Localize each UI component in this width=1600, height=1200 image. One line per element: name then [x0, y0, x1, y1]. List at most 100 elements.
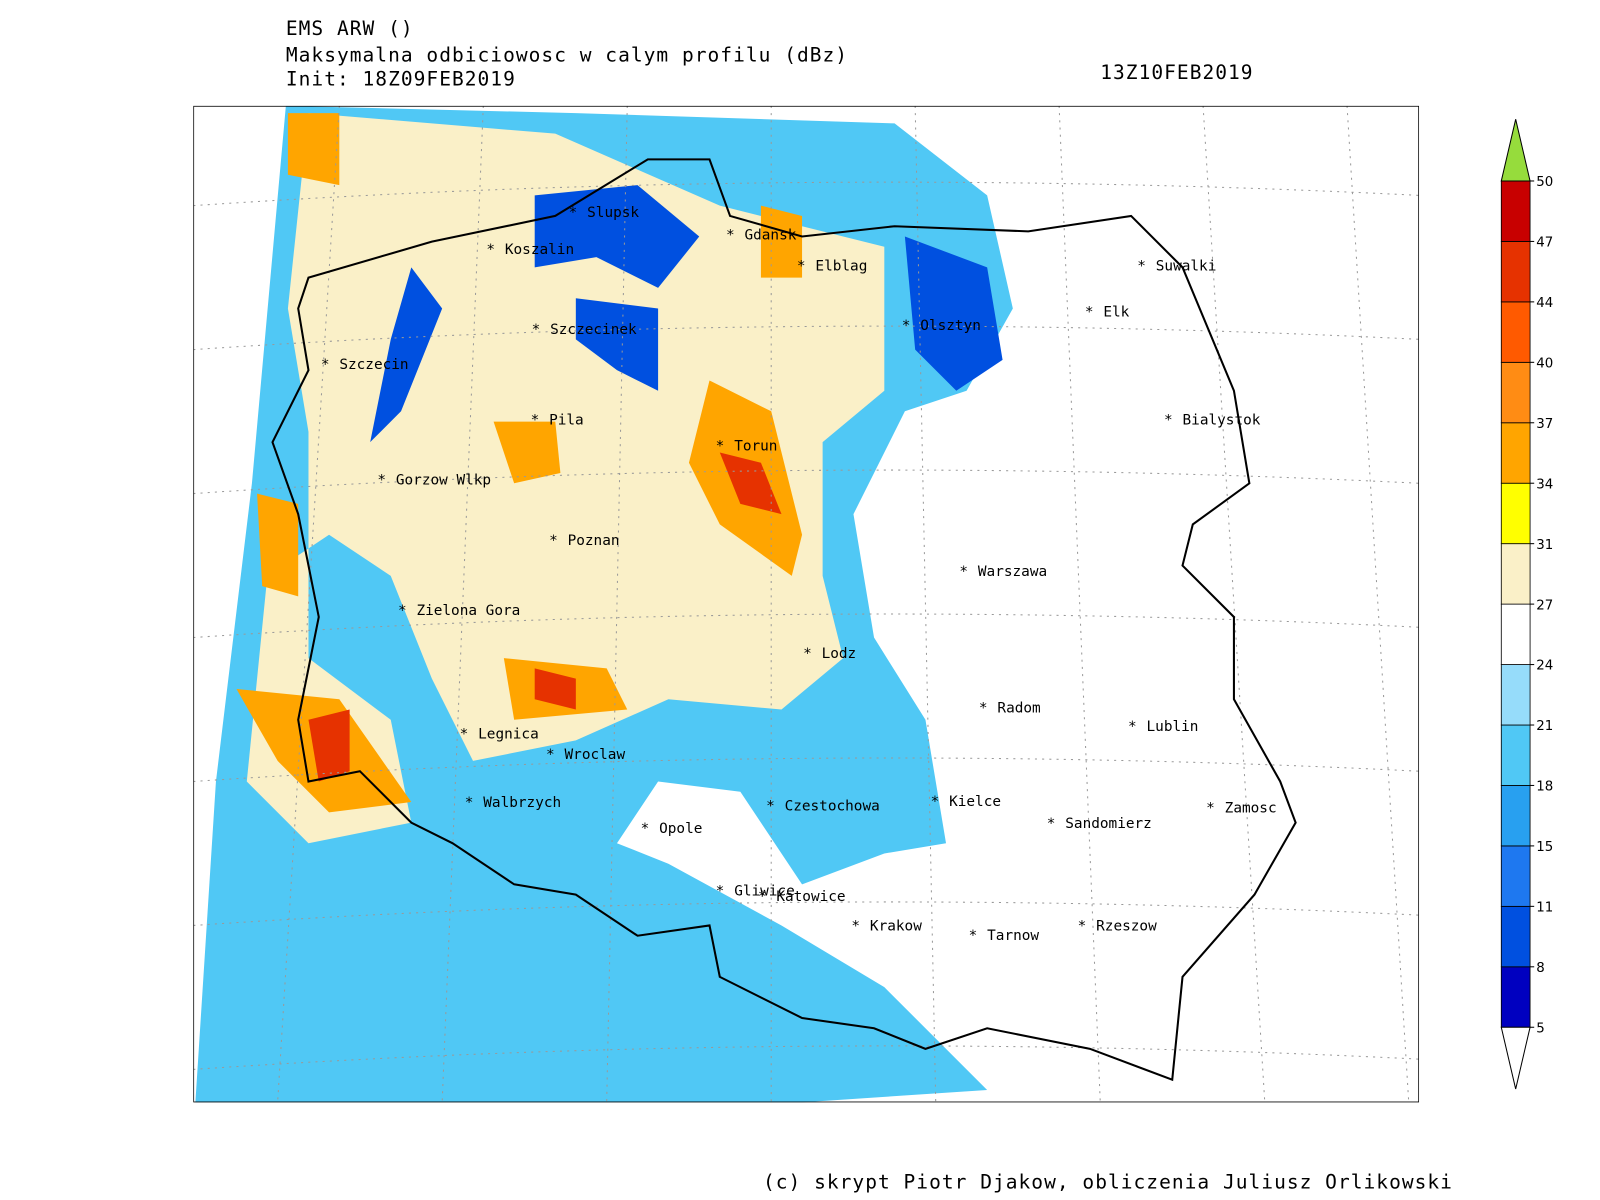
city-label: Elblag — [815, 258, 867, 274]
valid-time: 13Z10FEB2019 — [1100, 61, 1253, 84]
city-label: Olsztyn — [920, 318, 981, 334]
city-marker: * — [803, 646, 812, 662]
city-marker: * — [1085, 305, 1094, 321]
city-marker: * — [959, 564, 968, 580]
colorbar-segment — [1500, 603, 1531, 665]
colorbar-segment — [1500, 241, 1531, 303]
colorbar-label: 15 — [1536, 840, 1553, 855]
city-label: Walbrzych — [483, 795, 561, 811]
city-label: Gdansk — [744, 228, 796, 244]
colorbar-label: 44 — [1536, 296, 1553, 311]
city-marker: * — [549, 533, 558, 549]
colorbar-label: 21 — [1536, 719, 1553, 734]
city-marker: * — [398, 603, 407, 619]
colorbar-segment — [1500, 905, 1531, 968]
city-marker: * — [902, 318, 911, 334]
colorbar-label: 37 — [1536, 417, 1553, 432]
colorbar-segment — [1500, 785, 1531, 847]
city-marker: * — [641, 821, 650, 837]
colorbar-segment — [1500, 966, 1531, 1028]
colorbar-segment — [1500, 482, 1531, 545]
city-marker: * — [716, 438, 725, 454]
precip-red — [308, 452, 782, 782]
city-marker: * — [465, 795, 474, 811]
city-label: Radom — [997, 701, 1040, 717]
city-label: Koszalin — [505, 242, 574, 258]
country-border — [271, 158, 1297, 1082]
colorbar-top-arrow — [1500, 119, 1531, 182]
colorbar-label: 47 — [1536, 236, 1553, 251]
city-marker: * — [569, 205, 578, 221]
city-marker: * — [546, 747, 555, 763]
city-label: Zielona Gora — [416, 603, 520, 619]
city-marker: * — [1078, 919, 1087, 935]
city-marker: * — [486, 242, 495, 258]
colorbar-label: 40 — [1536, 356, 1553, 371]
colorbar-bottom-arrow — [1500, 1026, 1531, 1090]
city-label: Suwalki — [1156, 258, 1217, 274]
city-label: Legnica — [478, 726, 539, 742]
city-label: Poznan — [568, 533, 620, 549]
city-label: Lodz — [822, 646, 857, 662]
city-marker: * — [377, 472, 386, 488]
colorbar-segment — [1500, 845, 1531, 907]
colorbar-label: 18 — [1536, 780, 1553, 795]
city-marker: * — [321, 357, 330, 373]
colorbar-segment — [1500, 543, 1531, 605]
city-marker: * — [1164, 413, 1173, 429]
city-marker: * — [1206, 800, 1215, 816]
city-marker: * — [1128, 719, 1137, 735]
city-marker: * — [979, 701, 988, 717]
city-marker: * — [532, 322, 541, 338]
city-label: Zamosc — [1225, 800, 1277, 816]
city-label: Szczecin — [339, 357, 408, 373]
colorbar-segment — [1500, 664, 1531, 726]
colorbar-label: 5 — [1536, 1021, 1545, 1036]
city-label: Wroclaw — [565, 747, 626, 763]
city-label: Sandomierz — [1065, 816, 1152, 832]
colorbar-label: 31 — [1536, 538, 1553, 553]
precip-orange — [236, 113, 803, 813]
city-label: Gliwice — [734, 884, 795, 900]
model-name: EMS ARW () — [286, 17, 414, 40]
city-marker: * — [931, 794, 940, 810]
city-label: Krakow — [870, 919, 922, 935]
colorbar-segment — [1500, 361, 1531, 424]
graticule — [193, 105, 1420, 1103]
city-label: Gorzow Wlkp — [396, 472, 491, 488]
city-label: Opole — [659, 821, 702, 837]
city-label: Bialystok — [1183, 413, 1261, 429]
map-area — [193, 105, 1420, 1103]
colorbar-segment — [1500, 301, 1531, 363]
city-label: Kielce — [949, 794, 1001, 810]
credits: (c) skrypt Piotr Djakow, obliczenia Juli… — [763, 1171, 1453, 1194]
city-label: Lublin — [1147, 719, 1199, 735]
colorbar-segment — [1500, 724, 1531, 786]
city-label: Tarnow — [987, 928, 1039, 944]
colorbar-label: 8 — [1536, 961, 1545, 976]
colorbar-label: 27 — [1536, 598, 1553, 613]
precip-blue — [370, 185, 1003, 443]
city-label: Elk — [1103, 305, 1129, 321]
city-marker: * — [460, 726, 469, 742]
city-label: Katowice — [776, 889, 845, 905]
city-label: Torun — [734, 438, 777, 454]
colorbar-segment — [1500, 180, 1531, 242]
city-marker: * — [726, 228, 735, 244]
city-label: Slupsk — [587, 205, 639, 221]
city-marker: * — [758, 889, 767, 905]
city-marker: * — [531, 413, 540, 429]
init-time: Init: 18Z09FEB2019 — [286, 67, 516, 90]
colorbar-label: 34 — [1536, 477, 1553, 492]
colorbar-label: 11 — [1536, 900, 1553, 915]
city-marker: * — [716, 884, 725, 900]
city-label: Szczecinek — [550, 322, 637, 338]
city-marker: * — [766, 798, 775, 814]
city-marker: * — [1137, 258, 1146, 274]
colorbar-label: 50 — [1536, 175, 1553, 190]
city-marker: * — [969, 928, 978, 944]
city-marker: * — [1047, 816, 1056, 832]
city-label: Czestochowa — [785, 798, 880, 814]
